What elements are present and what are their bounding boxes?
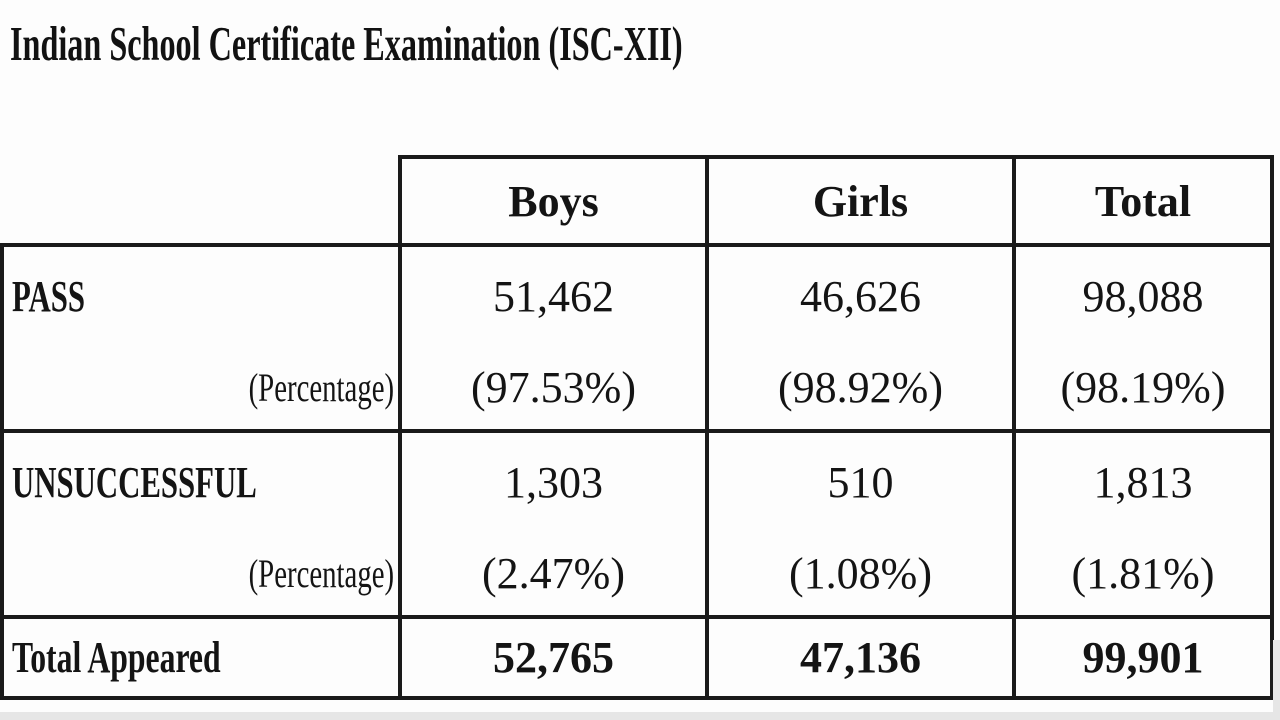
corner-empty-cell [2, 157, 400, 245]
total-appeared-boys-value: 52,765 [493, 633, 614, 682]
unsuccessful-girls-cell: 510 (1.08%) [705, 429, 1016, 619]
unsuccessful-boys-percentage: (2.47%) [482, 548, 625, 598]
table-row-unsuccessful: UNSUCCESSFUL (Percentage) 1,303 (2.47%) … [0, 429, 1274, 619]
unsuccessful-total-percentage: (1.81%) [1071, 548, 1215, 598]
pass-percentage-label: (Percentage) [4, 345, 398, 429]
unsuccessful-percentage-label: (Percentage) [4, 531, 398, 615]
total-appeared-boys-cell: 52,765 [398, 615, 709, 700]
pass-boys-value: 51,462 [493, 271, 614, 321]
pass-row-label-text: PASS [12, 271, 86, 321]
total-appeared-label-cell: Total Appeared [0, 615, 402, 700]
total-appeared-total-cell: 99,901 [1012, 615, 1274, 700]
total-appeared-row-label-text: Total Appeared [12, 633, 221, 682]
column-header-boys-label: Boys [508, 176, 599, 226]
table-row-pass: PASS (Percentage) 51,462 (97.53%) 46,626… [0, 243, 1274, 433]
pass-row-label: PASS [4, 247, 398, 345]
table-header-row: Boys Girls Total [2, 155, 1274, 247]
column-header-total-label: Total [1094, 176, 1192, 226]
pass-girls-percentage: (98.92%) [778, 362, 943, 412]
total-appeared-girls-cell: 47,136 [705, 615, 1016, 700]
page-bottom-edge [0, 712, 1280, 720]
total-appeared-total-value: 99,901 [1082, 633, 1204, 682]
column-header-girls-label: Girls [812, 176, 909, 226]
pass-girls-value: 46,626 [800, 271, 921, 321]
total-appeared-row-label: Total Appeared [4, 619, 398, 696]
pass-total-cell: 98,088 (98.19%) [1012, 243, 1274, 433]
unsuccessful-girls-percentage: (1.08%) [789, 548, 932, 598]
pass-percentage-label-text: (Percentage) [248, 364, 394, 410]
page-title: Indian School Certificate Examination (I… [10, 17, 683, 71]
column-header-boys: Boys [398, 155, 709, 247]
column-header-girls: Girls [705, 155, 1016, 247]
pass-girls-cell: 46,626 (98.92%) [705, 243, 1016, 433]
pass-total-percentage: (98.19%) [1060, 362, 1226, 412]
exam-results-table: Boys Girls Total PASS (Percentage) 51,46… [0, 155, 1274, 700]
unsuccessful-girls-value: 510 [827, 457, 894, 507]
unsuccessful-percentage-label-text: (Percentage) [248, 550, 394, 596]
pass-boys-cell: 51,462 (97.53%) [398, 243, 709, 433]
pass-boys-percentage: (97.53%) [471, 362, 636, 412]
unsuccessful-label-cell: UNSUCCESSFUL (Percentage) [0, 429, 402, 619]
pass-label-cell: PASS (Percentage) [0, 243, 402, 433]
unsuccessful-boys-value: 1,303 [504, 457, 603, 507]
column-header-total: Total [1012, 155, 1274, 247]
table-row-total-appeared: Total Appeared 52,765 47,136 99,901 [0, 615, 1274, 700]
unsuccessful-row-label: UNSUCCESSFUL [4, 433, 398, 531]
pass-total-value: 98,088 [1082, 271, 1204, 321]
unsuccessful-row-label-text: UNSUCCESSFUL [12, 457, 257, 507]
unsuccessful-total-value: 1,813 [1093, 457, 1193, 507]
page-right-edge [1273, 640, 1280, 720]
unsuccessful-boys-cell: 1,303 (2.47%) [398, 429, 709, 619]
total-appeared-girls-value: 47,136 [800, 633, 921, 682]
unsuccessful-total-cell: 1,813 (1.81%) [1012, 429, 1274, 619]
